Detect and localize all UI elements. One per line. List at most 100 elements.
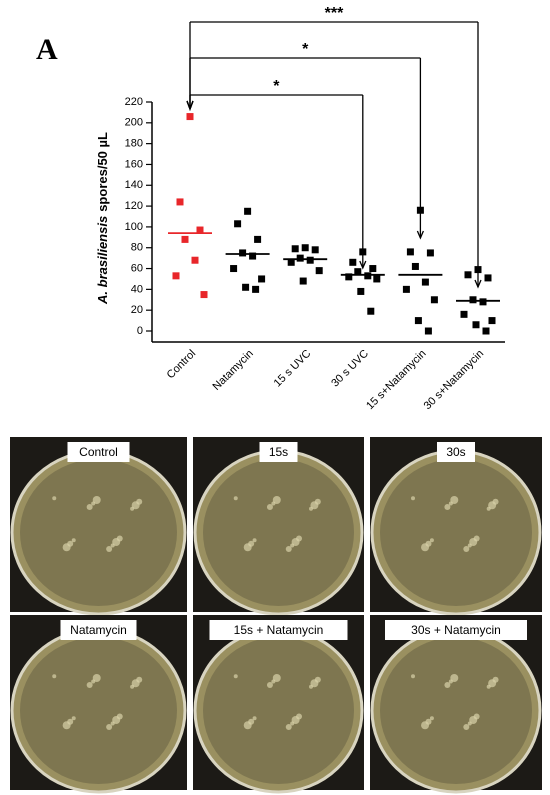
data-point <box>254 235 262 243</box>
photo-label: 30s <box>446 445 465 459</box>
photo-label: Control <box>79 445 118 459</box>
colony <box>486 684 491 689</box>
bracket-arrow <box>474 279 482 289</box>
significance-label: * <box>302 41 309 58</box>
colony <box>488 679 497 688</box>
photo-label: 15s + Natamycin <box>234 623 324 637</box>
colony <box>290 721 295 726</box>
data-point <box>242 283 250 291</box>
data-point <box>484 274 492 282</box>
colony <box>106 724 113 730</box>
data-point <box>479 298 487 306</box>
petri-dish-inner <box>380 637 532 784</box>
photo-label-box <box>60 620 137 640</box>
colony <box>243 721 252 730</box>
y-axis-label: A. brasiliensis spores/50 µL <box>95 132 110 305</box>
y-tick-label: 40 <box>131 283 143 295</box>
photo: 30s <box>370 437 542 616</box>
colony <box>272 496 281 504</box>
y-tick-label: 180 <box>125 138 143 150</box>
data-point <box>464 271 472 279</box>
colony <box>467 543 472 548</box>
data-point <box>421 278 429 286</box>
data-point <box>402 285 410 293</box>
colony <box>131 501 140 510</box>
colony <box>131 679 140 688</box>
significance-label: * <box>273 78 280 95</box>
data-point <box>469 296 477 304</box>
data-point <box>234 220 242 228</box>
colony <box>450 674 459 682</box>
colony <box>469 538 478 546</box>
photo: 15s + Natamycin <box>193 615 364 794</box>
data-point <box>426 249 434 257</box>
colony <box>421 543 430 552</box>
colony <box>285 546 292 552</box>
photo-label: 30s + Natamycin <box>411 623 501 637</box>
colony <box>421 721 430 730</box>
y-tick-label: 120 <box>125 200 143 212</box>
data-point <box>411 262 419 270</box>
colony <box>308 506 313 511</box>
colony <box>91 679 96 684</box>
data-point <box>200 291 208 299</box>
x-tick-label: Natamycin <box>211 348 256 393</box>
bracket-arrow <box>186 100 194 111</box>
photo-label-box <box>209 620 348 640</box>
data-point <box>311 246 319 254</box>
colony <box>112 716 121 724</box>
data-point <box>373 275 381 283</box>
colony <box>310 679 319 688</box>
colony <box>71 538 76 543</box>
colony <box>463 724 470 730</box>
colony <box>488 501 497 510</box>
colony <box>291 716 300 724</box>
data-point <box>354 268 362 276</box>
colony <box>308 684 313 689</box>
colony <box>444 682 451 688</box>
petri-dish-inner <box>20 637 177 784</box>
data-point <box>196 226 204 234</box>
data-point <box>299 277 307 285</box>
colony <box>448 501 453 506</box>
data-point <box>424 327 432 335</box>
colony <box>62 721 71 730</box>
photo-label-box <box>437 442 475 462</box>
bracket-arrow <box>359 260 367 270</box>
colony <box>112 538 121 546</box>
colony <box>110 721 115 726</box>
colony <box>91 501 96 506</box>
x-tick-label: 15 s+Natamycin <box>364 348 428 412</box>
colony <box>252 538 257 543</box>
data-point <box>291 245 299 253</box>
colony <box>233 674 238 679</box>
colony <box>486 506 491 511</box>
petri-dish-inner <box>203 637 354 784</box>
colony <box>291 538 300 546</box>
bracket-arrow <box>416 230 424 240</box>
data-point <box>414 317 422 325</box>
panel-label: A <box>36 33 58 66</box>
data-point <box>244 207 252 215</box>
colony <box>310 501 319 510</box>
colony <box>450 496 459 504</box>
colony <box>271 679 276 684</box>
data-point <box>301 244 309 252</box>
colony <box>86 504 93 510</box>
y-tick-label: 0 <box>137 325 143 337</box>
data-point <box>258 275 266 283</box>
data-point <box>460 310 468 318</box>
y-axis-label-italic: A. brasiliensis <box>95 216 110 305</box>
data-point <box>287 258 295 266</box>
colony <box>266 682 273 688</box>
data-point <box>181 235 189 243</box>
y-tick-label: 160 <box>125 158 143 170</box>
data-point <box>488 317 496 325</box>
colony <box>463 546 470 552</box>
colony <box>233 496 238 501</box>
colony <box>110 543 115 548</box>
colony <box>130 684 135 689</box>
colony <box>429 538 434 543</box>
data-point <box>406 248 414 256</box>
